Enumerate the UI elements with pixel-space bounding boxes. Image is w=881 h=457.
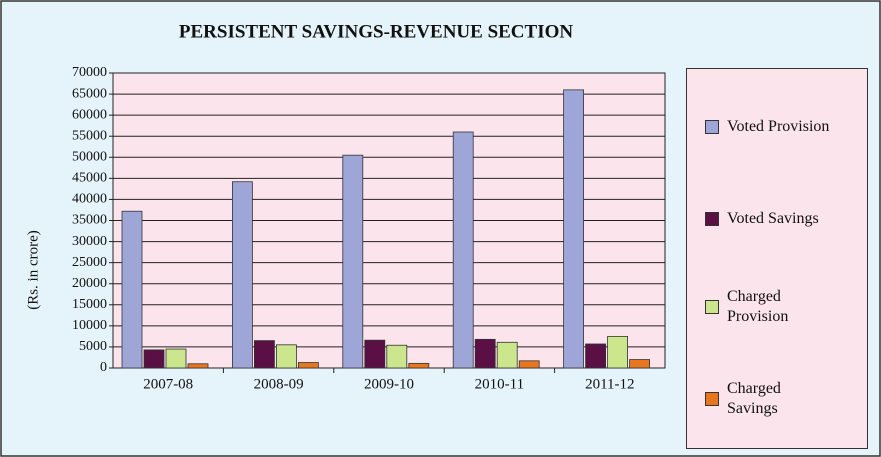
chart-title: PERSISTENT SAVINGS-REVENUE SECTION — [179, 21, 573, 42]
legend: Voted Provision Voted Savings Charged Prov… — [686, 68, 868, 449]
y-tick-label: 20000 — [72, 276, 107, 291]
bar — [452, 131, 474, 369]
x-tick-label: 2011-12 — [585, 376, 634, 392]
bar — [607, 335, 628, 369]
bar — [143, 349, 165, 369]
y-tick-label: 50000 — [72, 150, 107, 165]
bar — [474, 338, 496, 369]
bar — [253, 340, 275, 369]
bar — [563, 89, 584, 369]
x-tick-label: 2010-11 — [475, 376, 524, 392]
y-tick-label: 55000 — [72, 128, 107, 143]
bar — [231, 181, 253, 369]
bar — [275, 344, 297, 369]
bar — [342, 154, 364, 369]
legend-entry: Voted Provision — [705, 117, 867, 137]
legend-label: Charged Savings — [727, 380, 781, 417]
legend-label: Voted Provision — [727, 118, 830, 135]
y-tick-label: 10000 — [72, 318, 107, 333]
legend-entry: Charged Savings — [705, 379, 807, 419]
y-tick-label: 0 — [100, 360, 107, 375]
x-tick-label: 2008-09 — [254, 376, 304, 392]
legend-label: Voted Savings — [727, 210, 819, 227]
bar — [585, 343, 606, 369]
y-tick-label: 35000 — [72, 213, 107, 228]
y-tick-label: 15000 — [72, 297, 107, 312]
bar — [364, 339, 386, 369]
y-tick-label: 65000 — [72, 86, 107, 101]
x-tick-label: 2007-08 — [143, 376, 193, 392]
legend-entry: Voted Savings — [705, 209, 867, 229]
legend-swatch — [705, 120, 719, 134]
bar — [518, 360, 540, 369]
y-tick-label: 60000 — [72, 107, 107, 122]
x-tick-label: 2009-10 — [364, 376, 414, 392]
legend-entry: Charged Provision — [705, 287, 807, 327]
bar — [187, 363, 209, 369]
y-tick-label: 30000 — [72, 234, 107, 249]
legend-swatch — [705, 392, 719, 406]
y-tick-label: 40000 — [72, 192, 107, 207]
bar — [386, 344, 408, 369]
y-tick-label: 70000 — [72, 65, 107, 80]
bar — [629, 359, 650, 369]
y-tick-label: 45000 — [72, 171, 107, 186]
y-tick-label: 5000 — [79, 339, 107, 354]
bar — [165, 348, 187, 369]
bar — [496, 341, 518, 369]
bar — [121, 210, 143, 369]
y-axis-label: (Rs. in crore) — [25, 230, 41, 310]
y-tick-label: 25000 — [72, 255, 107, 270]
legend-swatch — [705, 300, 719, 314]
bar — [297, 362, 319, 369]
bar — [408, 362, 430, 369]
legend-swatch — [705, 212, 719, 226]
legend-label: Charged Provision — [727, 288, 789, 325]
